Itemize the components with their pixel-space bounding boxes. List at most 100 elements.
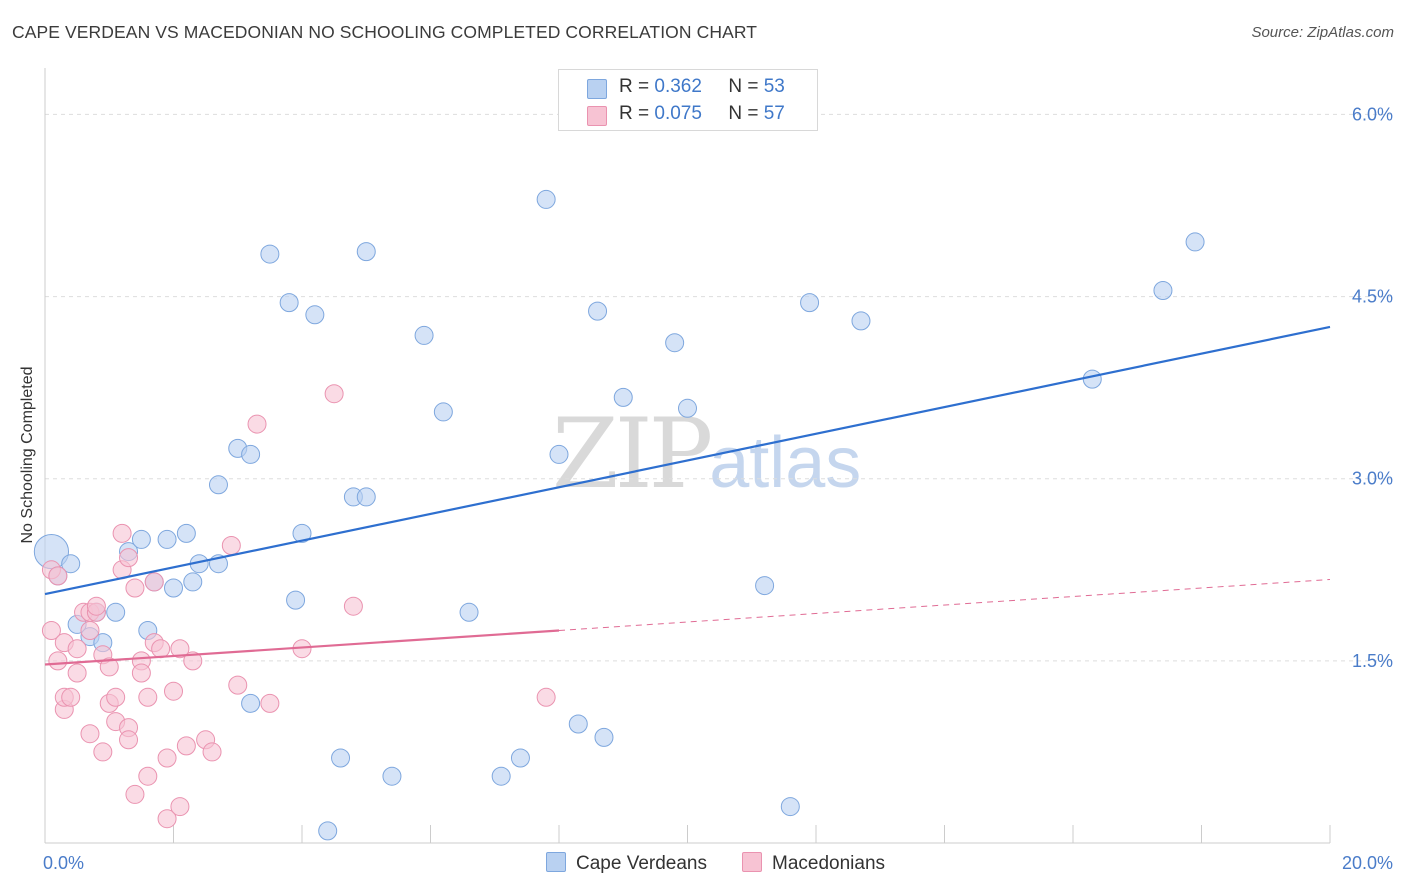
macedonian-point: [170, 639, 190, 659]
macedonian-point: [80, 621, 100, 640]
macedonian-point: [119, 548, 139, 568]
macedonian-point: [112, 523, 132, 543]
cape-verdean-point: [414, 325, 434, 345]
cape-verdean-point: [157, 529, 177, 549]
cape-verdean-point: [510, 748, 530, 768]
macedonian-point: [164, 681, 183, 701]
macedonian-point: [106, 687, 126, 707]
cape-verdean-point: [61, 554, 81, 574]
macedonian-point: [228, 675, 248, 695]
cape-verdean-point: [241, 693, 261, 713]
legend-r-label: R =: [619, 103, 650, 124]
macedonian-point: [324, 384, 344, 404]
cape-verdean-point: [292, 523, 312, 543]
cape-verdean-point: [1153, 281, 1173, 300]
bottom-legend-cape-verdeans: Cape Verdeans: [546, 852, 707, 875]
macedonian-point: [176, 736, 196, 756]
macedonian-point: [343, 596, 363, 616]
macedonian-point: [80, 724, 100, 744]
macedonian-point: [67, 663, 87, 683]
legend-n-label: N =: [728, 76, 759, 97]
cape-verdean-point: [356, 487, 376, 507]
macedonian-point: [170, 797, 190, 817]
macedonian-point: [247, 414, 267, 434]
macedonian-point: [221, 536, 241, 555]
macedonian-point: [138, 687, 158, 707]
x-tick-label: 0.0%: [43, 853, 84, 873]
bottom-legend-swatch-blue: [546, 852, 566, 872]
macedonian-point: [67, 639, 87, 659]
trend-line-macedonians-extension: [558, 579, 1331, 631]
macedonian-point: [202, 742, 222, 762]
macedonian-point: [131, 663, 151, 683]
legend-swatch-blue: [587, 79, 607, 99]
macedonian-point: [138, 766, 158, 786]
cape-verdean-point: [491, 766, 511, 786]
macedonian-point: [61, 687, 81, 707]
macedonian-point: [151, 639, 171, 659]
cape-verdean-point: [459, 602, 479, 622]
cape-verdean-point: [183, 572, 203, 592]
legend-r-value: 0.075: [654, 103, 702, 124]
source-credit: Source: ZipAtlas.com: [1251, 24, 1394, 41]
macedonian-point: [536, 687, 556, 707]
bottom-legend-macedonians: Macedonians: [742, 852, 885, 875]
x-tick-label: 20.0%: [1342, 853, 1393, 873]
y-tick-label: 6.0%: [1352, 104, 1393, 124]
cape-verdean-point: [286, 590, 306, 610]
cape-verdean-point: [549, 444, 569, 464]
cape-verdean-point: [536, 189, 556, 209]
y-tick-label: 3.0%: [1352, 469, 1393, 489]
macedonian-point: [93, 742, 113, 762]
bottom-legend-label-macedonians: Macedonians: [772, 853, 886, 874]
cape-verdean-point: [279, 293, 299, 313]
cape-verdean-point: [433, 402, 453, 422]
macedonian-point: [48, 651, 68, 671]
cape-verdean-point: [613, 387, 633, 407]
cape-verdean-point: [594, 727, 614, 747]
cape-verdean-point: [164, 578, 183, 598]
cape-verdean-point: [241, 444, 261, 464]
cape-verdean-point: [568, 714, 588, 734]
trend-line-cape-verdeans: [44, 325, 1331, 596]
macedonian-point: [99, 657, 119, 677]
macedonian-point: [86, 596, 106, 616]
watermark-atlas: atlas: [709, 423, 862, 503]
macedonian-point: [48, 566, 68, 586]
cape-verdean-point: [208, 475, 228, 495]
cape-verdean-point: [588, 301, 608, 321]
macedonian-point: [119, 730, 139, 750]
bottom-legend-swatch-pink: [742, 852, 762, 872]
cape-verdean-point: [678, 398, 697, 418]
macedonian-point: [41, 621, 61, 640]
cape-verdean-point: [780, 797, 800, 817]
cape-verdean-point: [800, 293, 820, 313]
macedonian-point: [157, 809, 177, 829]
cape-verdean-point: [176, 523, 196, 543]
cape-verdean-point: [131, 529, 151, 549]
macedonian-point: [144, 572, 164, 592]
legend-r-label: R =: [619, 76, 650, 97]
y-tick-label: 4.5%: [1352, 287, 1393, 307]
cape-verdean-point: [1082, 369, 1102, 389]
cape-verdean-point: [260, 244, 280, 264]
trend-line-macedonians: [44, 629, 560, 666]
cape-verdean-point: [106, 602, 126, 622]
cape-verdean-point: [851, 311, 871, 331]
macedonian-point: [157, 748, 177, 768]
legend-swatch-pink: [587, 106, 607, 126]
cape-verdean-point: [331, 748, 351, 768]
macedonian-point: [260, 693, 280, 713]
cape-verdean-point: [1185, 232, 1205, 252]
chart-title: CAPE VERDEAN VS MACEDONIAN NO SCHOOLING …: [12, 22, 758, 42]
legend-n-label: N =: [728, 103, 759, 124]
correlation-legend: R = 0.362 N = 53 R = 0.075 N = 57: [558, 69, 818, 131]
y-tick-label: 1.5%: [1352, 651, 1393, 671]
macedonian-point: [125, 784, 145, 804]
bottom-legend-label-cape-verdeans: Cape Verdeans: [576, 853, 707, 874]
cape-verdean-point: [665, 333, 685, 353]
macedonian-point: [183, 651, 203, 671]
legend-n-value: 57: [763, 103, 785, 124]
macedonian-point: [125, 578, 145, 598]
